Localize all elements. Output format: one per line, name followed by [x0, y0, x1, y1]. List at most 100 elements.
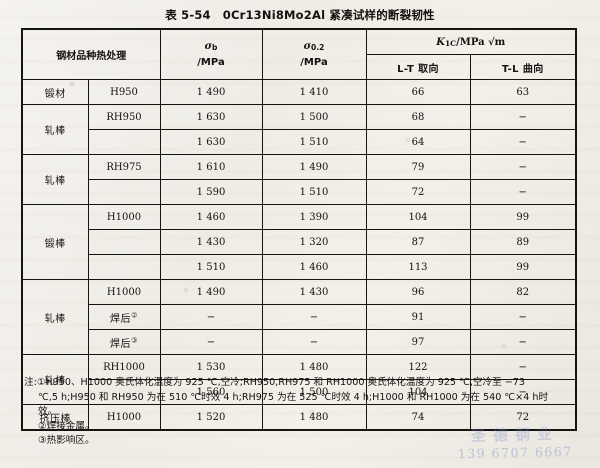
table-row: 焊后② − −91− [22, 304, 577, 330]
cell-sigma-02: − [261, 304, 367, 330]
cell-sigma-02: 1 430 [261, 279, 367, 305]
cell-heat-treatment: RH975 [87, 154, 161, 180]
cell-sigma-b: 1 630 [159, 104, 263, 130]
cell-sigma-b: 1 590 [159, 179, 263, 205]
cell-kic-lt: 91 [365, 304, 471, 330]
cell-kic-lt: 104 [365, 204, 471, 230]
cell-sigma-02: 1 460 [261, 254, 367, 280]
table-title-text: 0Cr13Ni8Mo2Al 紧凑试样的断裂韧性 [222, 8, 435, 22]
table-body: 锻材 H950 1 490 1 410 66 63 轧棒 RH950 1 630 1 500 68−… [21, 79, 577, 431]
cell-sigma-b: 1 460 [159, 204, 263, 230]
cell-kic-lt: 79 [365, 154, 471, 180]
cell-kic-lt: 74 [365, 404, 471, 431]
table-header: 钢材品种热处理 σb /MPa σ0.2 /MPa K1C/MPa √m L-T… [21, 28, 577, 80]
header-kic: K1C/MPa √m [365, 28, 577, 55]
sigma-b-symbol: σ [204, 41, 212, 52]
cell-kic-tl: − [469, 179, 577, 205]
cell-product-type: 轧棒 [21, 104, 89, 155]
table-row: 轧棒 RH975 1 610 1 490 79− [21, 154, 577, 205]
note-line-4: ②焊接金属。 [38, 420, 95, 432]
cell-kic-lt: 122 [365, 354, 471, 380]
cell-heat-treatment [87, 379, 161, 405]
table-row: 锻材 H950 1 490 1 410 66 63 [21, 79, 577, 105]
cell-kic-tl: − [469, 129, 577, 155]
header-sigma-b: σb /MPa [159, 28, 263, 80]
table-header-row-1: 钢材品种热处理 σb /MPa σ0.2 /MPa K1C/MPa √m [21, 28, 577, 80]
cell-sigma-02: 1 320 [261, 229, 367, 255]
cell-sigma-b: 1 560 [159, 379, 263, 405]
cell-heat-treatment [87, 229, 161, 255]
kic-unit: /MPa √m [456, 36, 506, 48]
cell-product-type: 轧棒 [21, 354, 89, 405]
cell-kic-tl: 82 [469, 279, 577, 305]
cell-sigma-02: 1 390 [261, 204, 367, 230]
cell-sigma-b: 1 530 [159, 354, 263, 380]
cell-kic-lt: 97 [365, 329, 471, 355]
fracture-toughness-table: 钢材品种热处理 σb /MPa σ0.2 /MPa K1C/MPa √m L-T… [21, 28, 577, 431]
cell-kic-tl: 99 [469, 254, 577, 280]
cell-heat-treatment [87, 129, 161, 155]
sigma-02-symbol: σ [303, 41, 312, 52]
cell-sigma-b: − [159, 329, 263, 355]
footnote-marker: ③ [131, 336, 139, 345]
sigma-b-subscript: b [212, 43, 218, 52]
cell-kic-lt: 72 [365, 179, 471, 205]
cell-kic-tl: − [469, 104, 577, 130]
cell-sigma-b: 1 430 [159, 229, 263, 255]
cell-sigma-b: 1 630 [159, 129, 263, 155]
table-row: 轧棒 RH950 1 630 1 500 68− [21, 104, 577, 155]
cell-kic-lt: 87 [365, 229, 471, 255]
cell-kic-lt: 68 [365, 104, 471, 130]
cell-sigma-02: 1 490 [261, 154, 367, 180]
table-row: 锻棒 H1000 1 460 1 390 104 99 [21, 204, 577, 280]
cell-sigma-b: − [159, 304, 263, 330]
cell-heat-treatment: 焊后② [87, 304, 161, 330]
table-row: 1 590 1 510 72− [22, 179, 577, 205]
cell-product-type: 锻棒 [21, 204, 89, 280]
cell-sigma-b: 1 490 [159, 79, 263, 105]
cell-kic-lt: 64 [365, 129, 471, 155]
table-row: 挤压棒 H1000 1 520 1 480 74 72 [21, 404, 577, 431]
cell-sigma-b: 1 490 [159, 279, 263, 305]
cell-heat-treatment: H1000 [87, 404, 161, 431]
cell-sigma-b: 1 610 [159, 154, 263, 180]
cell-kic-tl: 72 [469, 404, 577, 431]
cell-heat-treatment: 焊后③ [87, 329, 161, 355]
cell-sigma-02: − [261, 329, 367, 355]
header-orientation-lt: L-T 取向 [365, 54, 471, 80]
header-orientation-tl: T-L 曲向 [469, 54, 577, 80]
cell-kic-tl: − [469, 354, 577, 380]
sigma-02-unit: /MPa [300, 56, 328, 68]
note-line-2: ℃,5 h;H950 和 RH950 为在 510 ℃时效 4 h;RH975 … [38, 391, 549, 403]
cell-kic-lt: 113 [365, 254, 471, 280]
cell-kic-tl: − [469, 154, 577, 180]
sigma-02-subscript: 0.2 [311, 43, 325, 52]
kic-symbol: K [436, 36, 445, 48]
cell-kic-tl: 99 [469, 204, 577, 230]
header-category: 钢材品种热处理 [21, 28, 161, 80]
cell-kic-tl: − [469, 379, 577, 405]
cell-heat-treatment: H950 [87, 79, 161, 105]
cell-product-type: 挤压棒 [21, 404, 89, 431]
table-header-row-2: L-T 取向 T-L 曲向 [22, 54, 577, 80]
cell-product-type: 轧棒 [21, 279, 89, 355]
header-sigma-02: σ0.2 /MPa [261, 28, 367, 80]
table-row: 轧棒 RH1000 1 530 1 480 122− [21, 354, 577, 405]
table-notes: 注:①H950、H1000 奥氏体化温度为 925 ℃,空冷;RH950,RH9… [24, 376, 580, 449]
note-line-5: ③热影响区。 [38, 435, 95, 447]
sigma-b-unit: /MPa [197, 56, 225, 68]
cell-kic-lt: 66 [365, 79, 471, 105]
table-row: 焊后③ − −97− [22, 329, 577, 355]
cell-sigma-02: 1 510 [261, 129, 367, 155]
note-line-1: 注:①H950、H1000 奥氏体化温度为 925 ℃,空冷;RH950,RH9… [24, 377, 525, 388]
footnote-marker: ② [131, 311, 139, 320]
cell-kic-lt: 104 [365, 379, 471, 405]
kic-subscript: 1C [444, 38, 457, 48]
cell-product-type: 锻材 [21, 79, 89, 105]
cell-heat-treatment: H1000 [87, 279, 161, 305]
table-number: 表 5-54 [165, 8, 211, 22]
note-line-3: 效。 [38, 406, 58, 418]
table-row: 1 510 1 460 113 99 [22, 254, 577, 280]
cell-kic-tl: − [469, 304, 577, 330]
